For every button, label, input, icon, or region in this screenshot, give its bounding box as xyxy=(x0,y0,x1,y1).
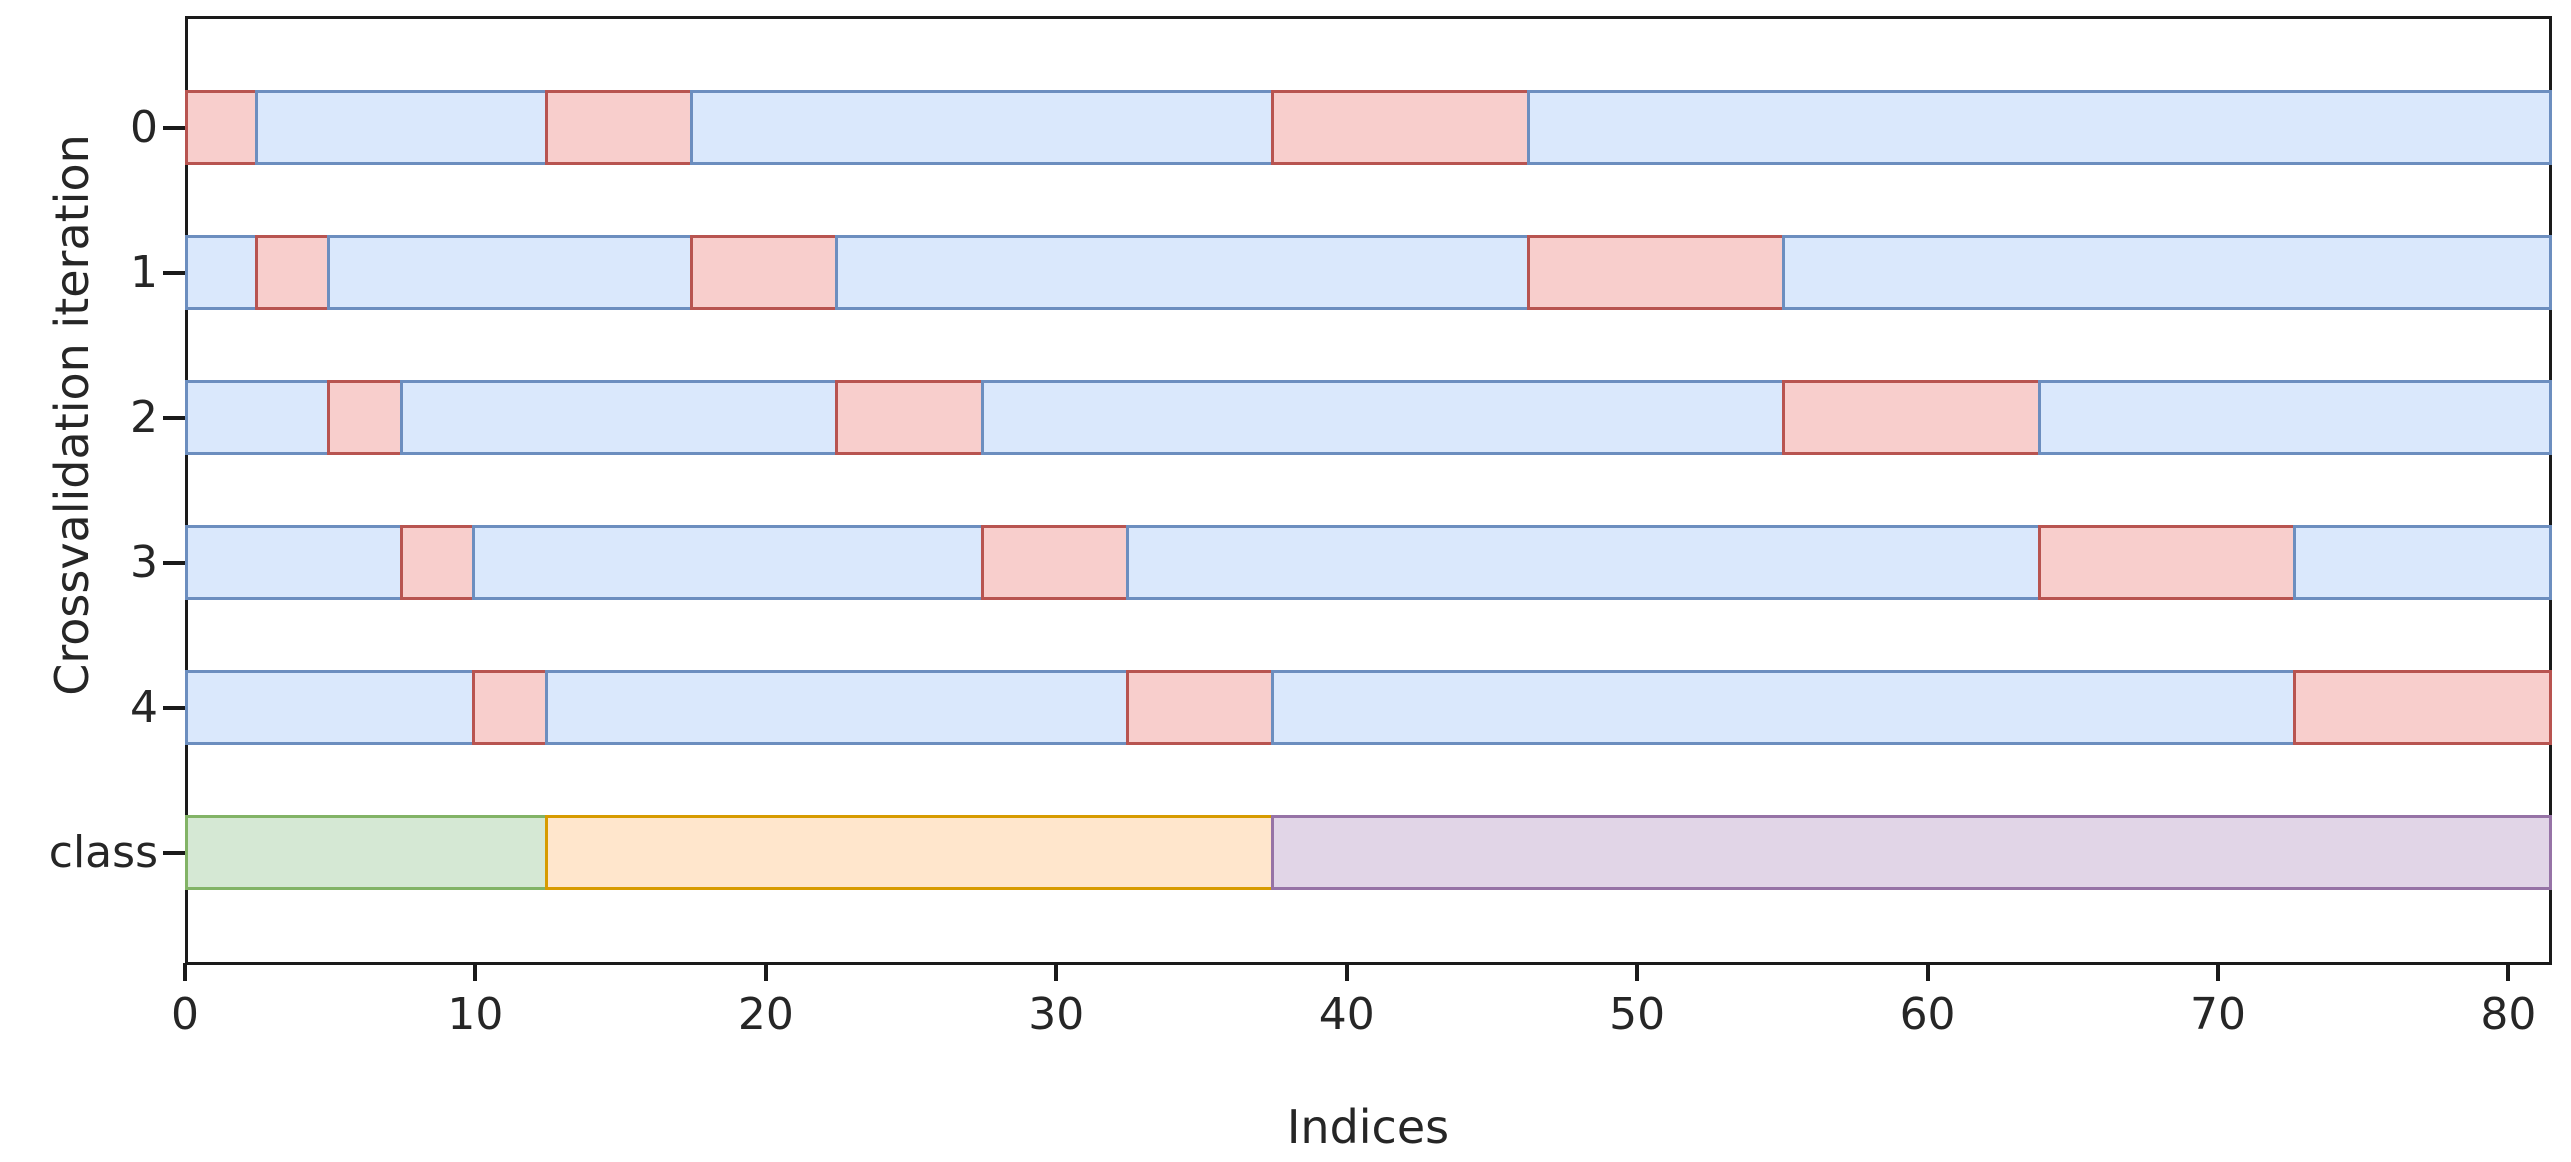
train-segment xyxy=(185,525,403,600)
train-segment xyxy=(327,235,694,310)
test-segment xyxy=(545,90,694,165)
train-segment xyxy=(1526,90,2552,165)
train-segment xyxy=(2037,380,2552,455)
x-tick-label-0: 0 xyxy=(171,989,199,1040)
train-segment xyxy=(545,670,1129,745)
train-segment xyxy=(1125,525,2041,600)
class-row xyxy=(0,815,2571,890)
test-segment xyxy=(1125,670,1275,745)
x-tick-label-10: 10 xyxy=(447,989,504,1040)
row-label-class: class xyxy=(48,826,158,878)
test-segment xyxy=(690,235,839,310)
y-tick-mark xyxy=(163,705,185,710)
x-tick-mark xyxy=(183,963,187,981)
class0-segment xyxy=(185,815,549,890)
x-tick-label-20: 20 xyxy=(737,989,794,1040)
test-segment xyxy=(1526,235,1786,310)
class1-segment xyxy=(545,815,1275,890)
y-tick-mark xyxy=(163,850,185,855)
x-tick-label-70: 70 xyxy=(2190,989,2246,1040)
train-segment xyxy=(980,380,1786,455)
cv-iteration-row xyxy=(0,235,2571,310)
cv-iteration-row xyxy=(0,380,2571,455)
cv-iteration-row xyxy=(0,525,2571,600)
train-segment xyxy=(835,235,1530,310)
test-segment xyxy=(327,380,403,455)
x-tick-label-60: 60 xyxy=(1899,989,1956,1040)
test-segment xyxy=(2293,670,2552,745)
x-tick-label-30: 30 xyxy=(1028,989,1085,1040)
test-segment xyxy=(1271,90,1530,165)
x-tick-mark xyxy=(2216,963,2220,981)
test-segment xyxy=(980,525,1129,600)
test-segment xyxy=(1782,380,2041,455)
y-tick-mark xyxy=(163,270,185,275)
test-segment xyxy=(2037,525,2297,600)
cv-iteration-row xyxy=(0,670,2571,745)
train-segment xyxy=(1271,670,2297,745)
train-segment xyxy=(399,380,839,455)
train-segment xyxy=(1782,235,2552,310)
x-tick-mark xyxy=(473,963,478,981)
test-segment xyxy=(254,235,331,310)
x-tick-mark xyxy=(1054,963,1059,981)
y-tick-mark xyxy=(163,125,185,130)
class2-segment xyxy=(1271,815,2552,890)
row-label-3: 3 xyxy=(130,536,158,588)
train-segment xyxy=(472,525,984,600)
cv-iteration-row xyxy=(0,90,2571,165)
test-segment xyxy=(399,525,476,600)
row-label-1: 1 xyxy=(130,246,158,298)
train-segment xyxy=(185,380,331,455)
train-segment xyxy=(254,90,549,165)
plot-area xyxy=(185,16,2552,965)
x-tick-label-80: 80 xyxy=(2480,989,2537,1040)
test-segment xyxy=(472,670,549,745)
x-tick-label-40: 40 xyxy=(1318,989,1375,1040)
test-segment xyxy=(185,90,258,165)
train-segment xyxy=(185,670,476,745)
train-segment xyxy=(2293,525,2552,600)
x-tick-mark xyxy=(763,963,768,981)
x-tick-mark xyxy=(2506,963,2511,981)
x-tick-mark xyxy=(1344,963,1349,981)
train-segment xyxy=(690,90,1275,165)
x-tick-label-50: 50 xyxy=(1609,989,1666,1040)
row-label-0: 0 xyxy=(130,101,158,153)
y-tick-mark xyxy=(163,560,185,565)
row-label-4: 4 xyxy=(130,681,158,733)
x-tick-mark xyxy=(1635,963,1640,981)
train-segment xyxy=(185,235,258,310)
y-tick-mark xyxy=(163,415,185,420)
x-axis-title: Indices xyxy=(1286,1100,1450,1154)
test-segment xyxy=(835,380,984,455)
x-tick-mark xyxy=(1925,963,1930,981)
row-label-2: 2 xyxy=(130,391,158,443)
